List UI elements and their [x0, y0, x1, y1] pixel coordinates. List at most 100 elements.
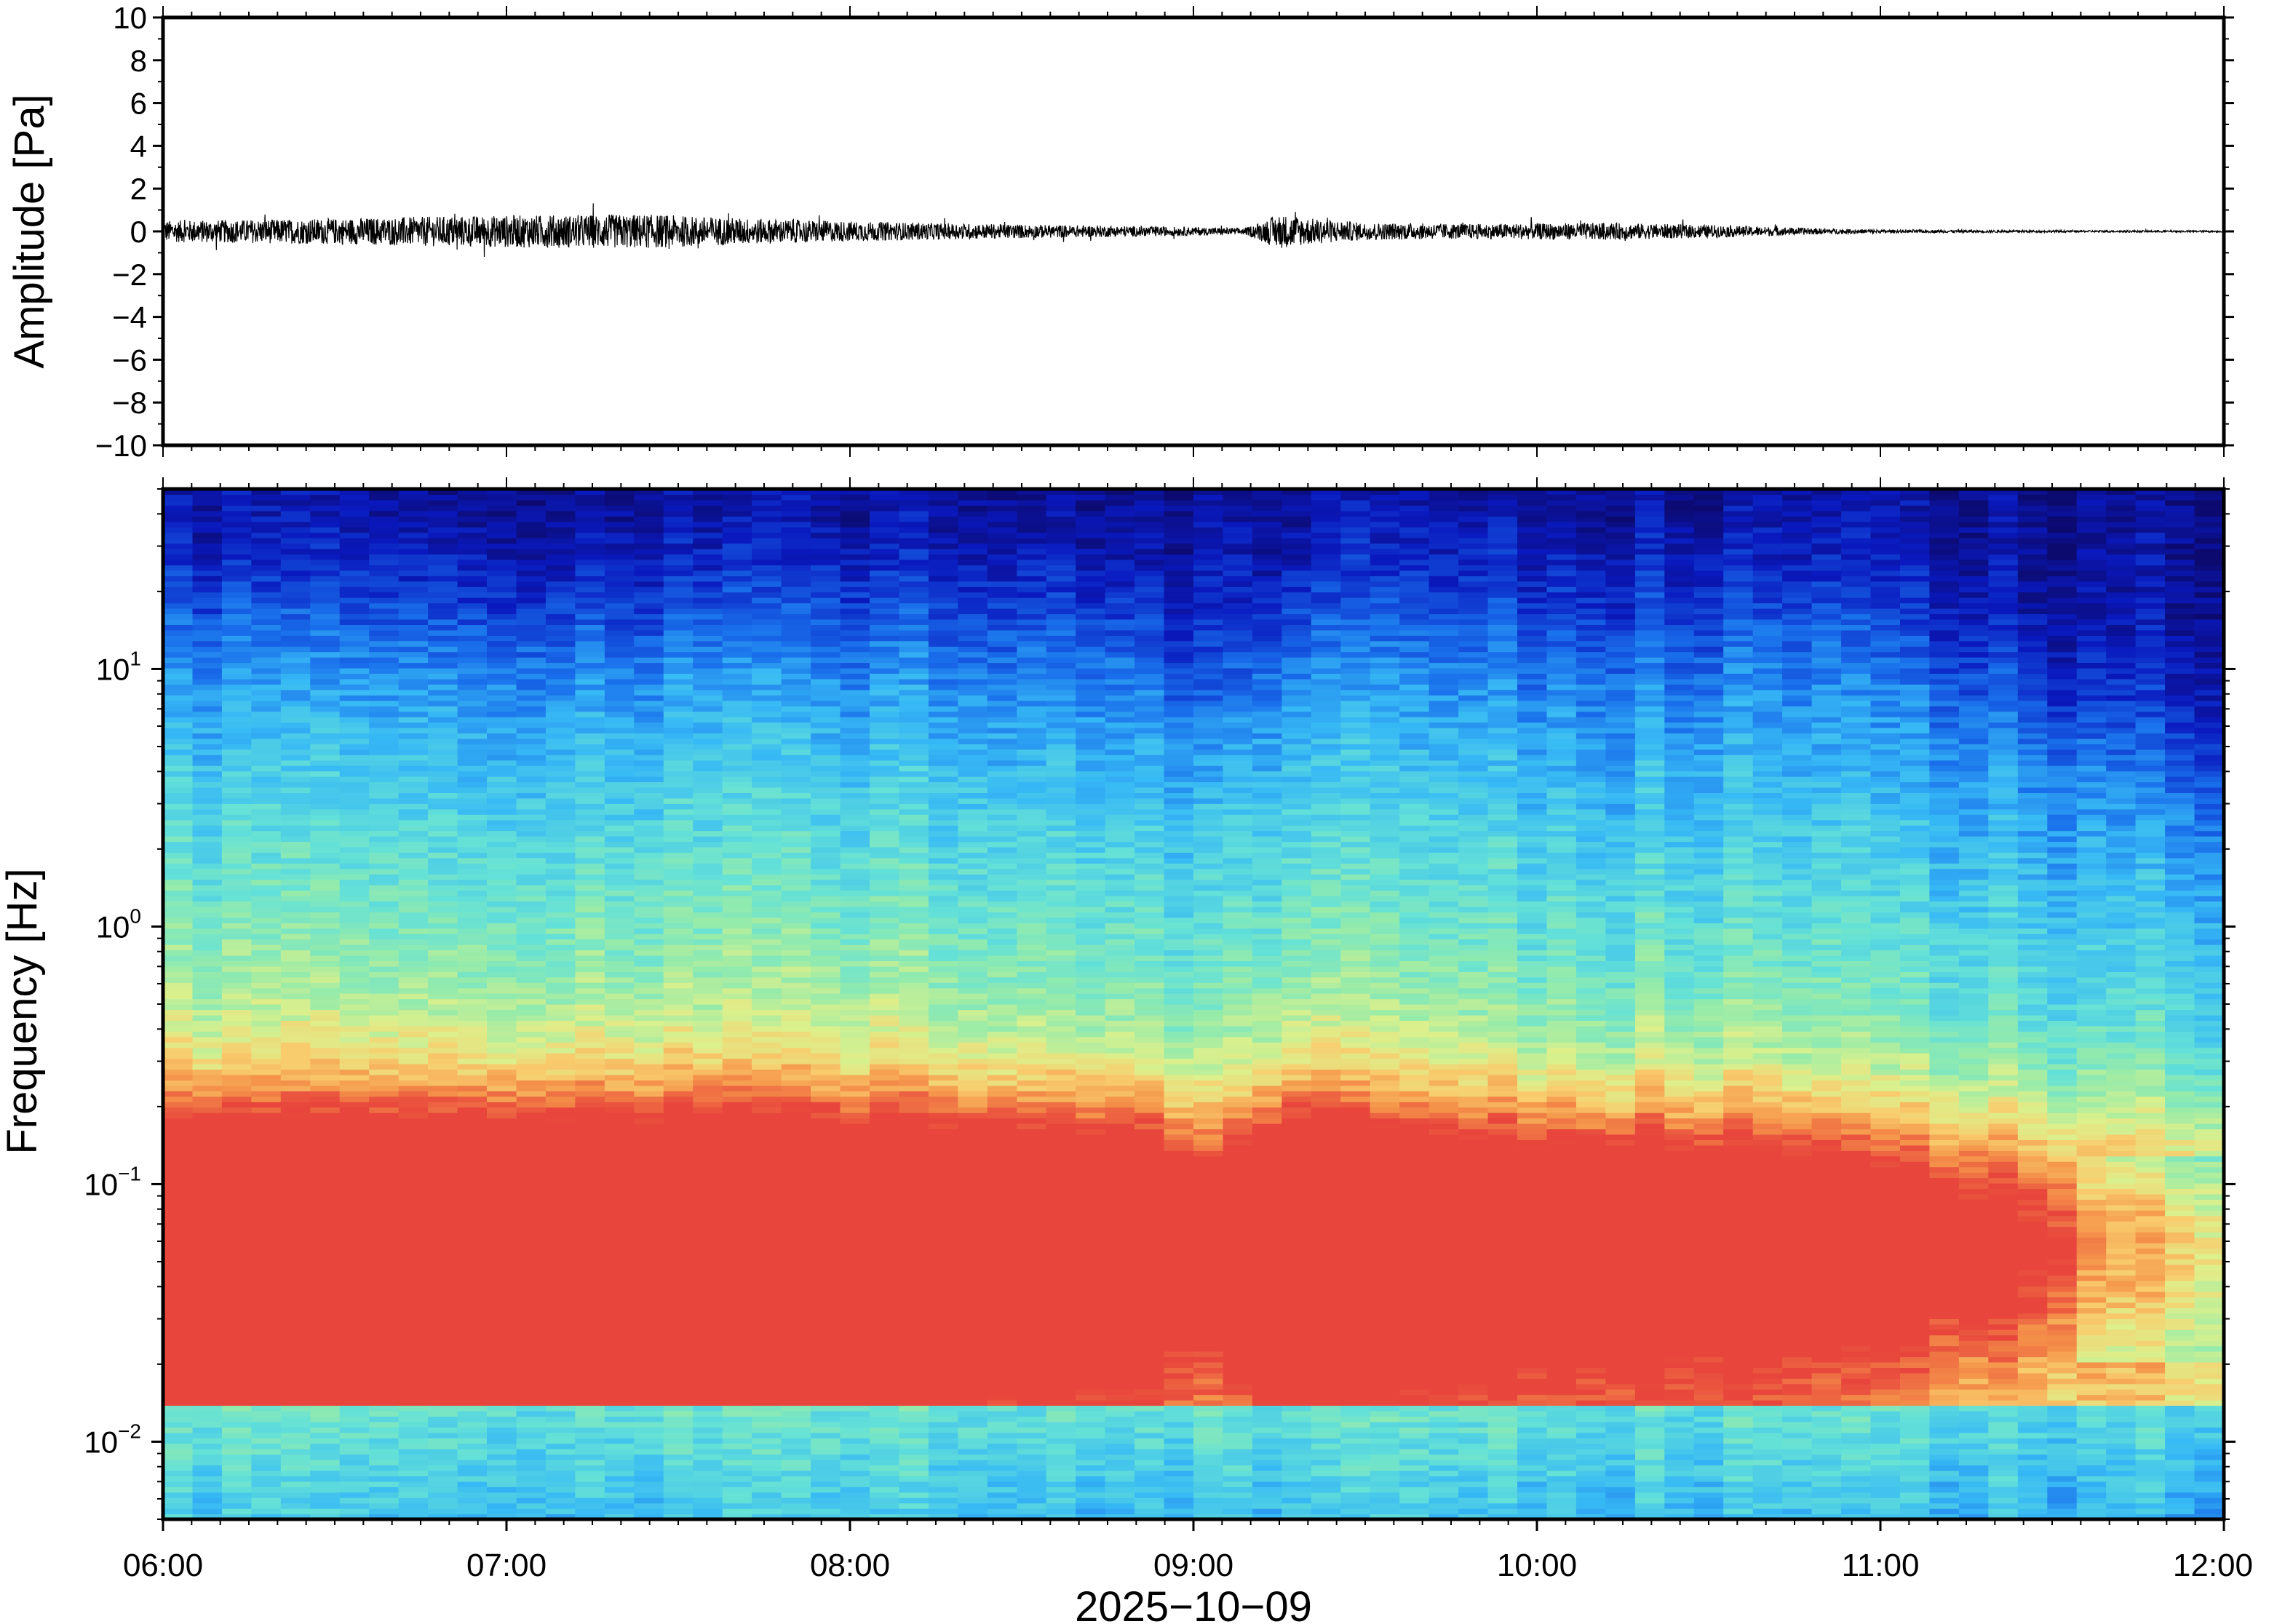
spectrogram-cell — [339, 917, 370, 923]
spectrogram-cell — [781, 1351, 811, 1358]
spectrogram-cell — [251, 950, 282, 956]
spectrogram-cell — [870, 1139, 900, 1146]
spectrogram-cell — [752, 1410, 782, 1417]
spectrogram-cell — [811, 549, 841, 555]
spectrogram-cell — [251, 1145, 282, 1151]
spectrogram-cell — [545, 597, 576, 604]
spectrogram-cell — [575, 1340, 605, 1347]
spectrogram-cell — [545, 1291, 576, 1298]
spectrogram-cell — [840, 846, 870, 853]
spectrogram-cell — [310, 1492, 341, 1498]
spectrogram-cell — [310, 1351, 341, 1358]
spectrogram-cell — [811, 1182, 841, 1189]
spectrogram-cell — [752, 1009, 782, 1016]
spectrogram-cell — [545, 684, 576, 690]
spectrogram-cell — [899, 917, 929, 923]
spectrogram-cell — [516, 1264, 547, 1270]
spectrogram-cell — [516, 825, 547, 832]
spectrogram-cell — [398, 1150, 429, 1157]
spectrogram-cell — [310, 1497, 341, 1504]
spectrogram-cell — [663, 1497, 694, 1504]
spectrogram-cell — [163, 868, 194, 875]
spectrogram-cell — [663, 1058, 694, 1064]
spectrogram-cell — [634, 1226, 664, 1233]
spectrogram-cell — [811, 1270, 841, 1276]
spectrogram-cell — [840, 1291, 870, 1298]
spectrogram-cell — [811, 1410, 841, 1417]
spectrogram-cell — [192, 689, 223, 696]
spectrogram-cell — [575, 1361, 605, 1368]
spectrogram-cell — [457, 1042, 488, 1048]
spectrogram-cell — [339, 976, 370, 983]
spectrogram-cell — [663, 1356, 694, 1363]
spectrogram-cell — [752, 971, 782, 978]
spectrogram-cell — [369, 1389, 400, 1396]
spectrogram-cell — [693, 895, 723, 901]
spectrogram-cell — [280, 1139, 311, 1146]
spectrogram-cell — [192, 602, 223, 609]
spectrogram-cell — [752, 1340, 782, 1347]
spectrogram-cell — [280, 944, 311, 951]
spectrogram-cell — [487, 554, 517, 560]
spectrogram-cell — [604, 706, 635, 712]
spectrogram-cell — [899, 1421, 929, 1428]
spectrogram-cell — [899, 874, 929, 880]
spectrogram-cell — [163, 895, 194, 901]
spectrogram-cell — [840, 1096, 870, 1102]
spectrogram-cell — [251, 1047, 282, 1054]
spectrogram-cell — [545, 1004, 576, 1011]
spectrogram-cell — [752, 1053, 782, 1059]
spectrogram-cell — [163, 1085, 194, 1091]
spectrogram-cell — [221, 1275, 252, 1281]
spectrogram-cell — [280, 1172, 311, 1179]
spectrogram-cell — [221, 1286, 252, 1292]
spectrogram-cell — [899, 527, 929, 533]
spectrogram-cell — [398, 684, 429, 690]
spectrogram-cell — [310, 695, 341, 701]
spectrogram-cell — [899, 1182, 929, 1189]
spectrogram-cell — [428, 1410, 458, 1417]
spectrogram-cell — [722, 521, 752, 528]
spectrogram-cell — [811, 1161, 841, 1168]
spectrogram-cell — [339, 1166, 370, 1173]
spectrogram-cell — [840, 1053, 870, 1059]
spectrogram-cell — [870, 657, 900, 664]
spectrogram-cell — [840, 1102, 870, 1108]
spectrogram-cell — [339, 846, 370, 853]
spectrogram-cell — [811, 1020, 841, 1027]
spectrogram-cell — [811, 971, 841, 978]
spectrogram-cell — [811, 1416, 841, 1422]
spectrogram-cell — [192, 1318, 223, 1325]
spectrogram-cell — [163, 733, 194, 739]
spectrogram-cell — [781, 755, 811, 761]
spectrogram-cell — [310, 1248, 341, 1254]
spectrogram-cell — [840, 538, 870, 544]
spectrogram-cell — [310, 1502, 341, 1509]
spectrogram-cell — [369, 1378, 400, 1385]
spectrogram-cell — [811, 684, 841, 690]
spectrogram-cell — [251, 1361, 282, 1368]
spectrogram-cell — [310, 960, 341, 967]
spectrogram-cell — [899, 939, 929, 945]
spectrogram-cell — [457, 651, 488, 658]
spectrogram-cell — [221, 684, 252, 690]
spectrogram-cell — [516, 1492, 547, 1498]
spectrogram-cell — [693, 1438, 723, 1444]
spectrogram-cell — [339, 1508, 370, 1515]
spectrogram-cell — [575, 1302, 605, 1308]
spectrogram-cell — [545, 1389, 576, 1396]
spectrogram-cell — [339, 971, 370, 978]
spectrogram-cell — [899, 923, 929, 929]
spectrogram-cell — [369, 760, 400, 766]
spectrogram-cell — [752, 613, 782, 620]
spectrogram-cell — [251, 1502, 282, 1509]
spectrogram-cell — [781, 586, 811, 593]
spectrogram-cell — [487, 640, 517, 647]
spectrogram-cell — [722, 1486, 752, 1493]
spectrogram-cell — [634, 1497, 664, 1504]
spectrogram-cell — [870, 1281, 900, 1287]
spectrogram-cell — [693, 760, 723, 766]
spectrogram-cell — [634, 1460, 664, 1466]
spectrogram-cell — [899, 1080, 929, 1086]
spectrogram-cell — [457, 1166, 488, 1173]
